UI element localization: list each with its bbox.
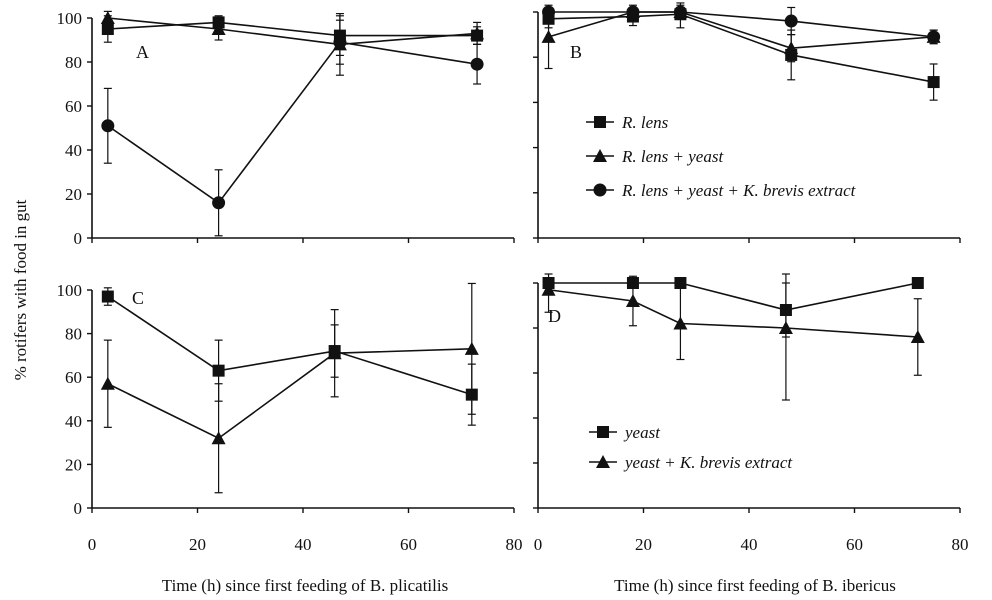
legend: yeast yeast + K. brevis extract bbox=[589, 423, 793, 472]
data-point-triangle bbox=[100, 11, 115, 24]
series-square bbox=[542, 277, 924, 338]
x-axis-label-left: Time (h) since first feeding of B. plica… bbox=[162, 576, 448, 595]
y-axis-label: % rotifers with food in gut bbox=[11, 199, 30, 380]
legend: R. lens R. lens + yeast R. lens + yeast + … bbox=[586, 113, 857, 200]
legend-marker-triangle bbox=[596, 455, 610, 468]
x-tick-label: 40 bbox=[295, 535, 312, 554]
data-point-triangle bbox=[211, 22, 226, 35]
x-tick-label: 40 bbox=[741, 535, 758, 554]
series-triangle bbox=[541, 273, 925, 401]
data-point-triangle bbox=[470, 26, 485, 40]
series-line bbox=[107, 348, 472, 440]
data-point-triangle bbox=[327, 346, 342, 360]
y-tick-label: 0 bbox=[74, 499, 83, 518]
data-point-triangle bbox=[541, 29, 556, 43]
series-line bbox=[107, 21, 478, 37]
series-triangle bbox=[100, 282, 479, 494]
legend-label: R. lens + yeast bbox=[621, 147, 724, 166]
data-point-triangle bbox=[910, 330, 925, 343]
data-point-circle bbox=[927, 30, 941, 44]
data-point-triangle bbox=[625, 294, 640, 307]
x-axis-label-right: Time (h) since first feeding of B. iberi… bbox=[614, 576, 896, 595]
y-tick-label: 100 bbox=[57, 9, 83, 28]
data-point-circle bbox=[542, 5, 556, 19]
y-tick-label: 20 bbox=[65, 455, 82, 474]
data-point-circle bbox=[470, 57, 484, 71]
x-tick-label: 80 bbox=[952, 535, 969, 554]
y-tick-label: 60 bbox=[65, 368, 82, 387]
panel-a: 0 20 40 60 80 100 A bbox=[57, 9, 515, 248]
series-line bbox=[107, 41, 478, 204]
series-triangle bbox=[100, 10, 485, 76]
y-tick-label: 40 bbox=[65, 141, 82, 160]
legend-marker-triangle bbox=[593, 149, 607, 162]
data-point-square bbox=[927, 76, 940, 89]
x-tick-label: 0 bbox=[88, 535, 97, 554]
data-point-triangle bbox=[464, 341, 479, 355]
y-tick-label: 0 bbox=[74, 229, 83, 248]
legend-label: R. lens bbox=[621, 113, 669, 132]
data-point-triangle bbox=[211, 431, 226, 445]
data-point-circle bbox=[212, 196, 226, 210]
data-point-circle bbox=[784, 14, 798, 28]
data-point-triangle bbox=[541, 282, 556, 296]
data-point-circle bbox=[626, 5, 640, 19]
legend-marker-square bbox=[594, 116, 606, 128]
series-line bbox=[107, 295, 473, 396]
series-circle bbox=[101, 19, 484, 237]
series-square bbox=[101, 15, 484, 57]
series-line bbox=[548, 13, 934, 83]
legend-label: yeast bbox=[623, 423, 661, 442]
data-point-circle bbox=[673, 5, 687, 19]
panel-letter: B bbox=[570, 42, 582, 62]
data-point-triangle bbox=[100, 376, 115, 390]
y-tick-label: 80 bbox=[65, 53, 82, 72]
series-line bbox=[548, 11, 934, 38]
series-square bbox=[101, 287, 478, 426]
data-point-triangle bbox=[784, 41, 799, 55]
y-tick-label: 40 bbox=[65, 412, 82, 431]
x-tick-label: 20 bbox=[189, 535, 206, 554]
y-tick-label: 80 bbox=[65, 325, 82, 344]
data-point-triangle bbox=[778, 321, 793, 334]
x-tick-label: 0 bbox=[534, 535, 543, 554]
data-point-square bbox=[101, 290, 114, 303]
y-tick-label: 60 bbox=[65, 97, 82, 116]
y-tick-label: 20 bbox=[65, 185, 82, 204]
series-line bbox=[107, 17, 478, 46]
series-circle bbox=[542, 5, 941, 45]
panel-letter: D bbox=[548, 306, 561, 326]
data-point-square bbox=[101, 23, 114, 35]
data-point-triangle bbox=[673, 316, 688, 330]
x-tick-label: 60 bbox=[400, 535, 417, 554]
data-point-circle bbox=[333, 35, 347, 49]
x-tick-label: 60 bbox=[846, 535, 863, 554]
legend-marker-circle bbox=[593, 183, 607, 197]
data-point-circle bbox=[101, 119, 115, 133]
y-tick-label: 100 bbox=[57, 281, 83, 300]
x-tick-label: 20 bbox=[635, 535, 652, 554]
panel-b: B R. lens R. lens + yeast R. lens + yeast +… bbox=[533, 2, 961, 243]
data-point-square bbox=[911, 277, 924, 289]
data-point-square bbox=[212, 364, 225, 377]
panel-c: 0 20 40 60 80 100 0 20 40 60 80 C bbox=[57, 281, 523, 554]
legend-label: yeast + K. brevis extract bbox=[623, 453, 793, 472]
legend-label: R. lens + yeast + K. brevis extract bbox=[621, 181, 857, 200]
data-point-square bbox=[674, 277, 687, 289]
x-tick-label: 80 bbox=[506, 535, 523, 554]
legend-marker-square bbox=[597, 426, 609, 438]
panel-letter: C bbox=[132, 288, 144, 308]
panel-letter: A bbox=[136, 42, 149, 62]
